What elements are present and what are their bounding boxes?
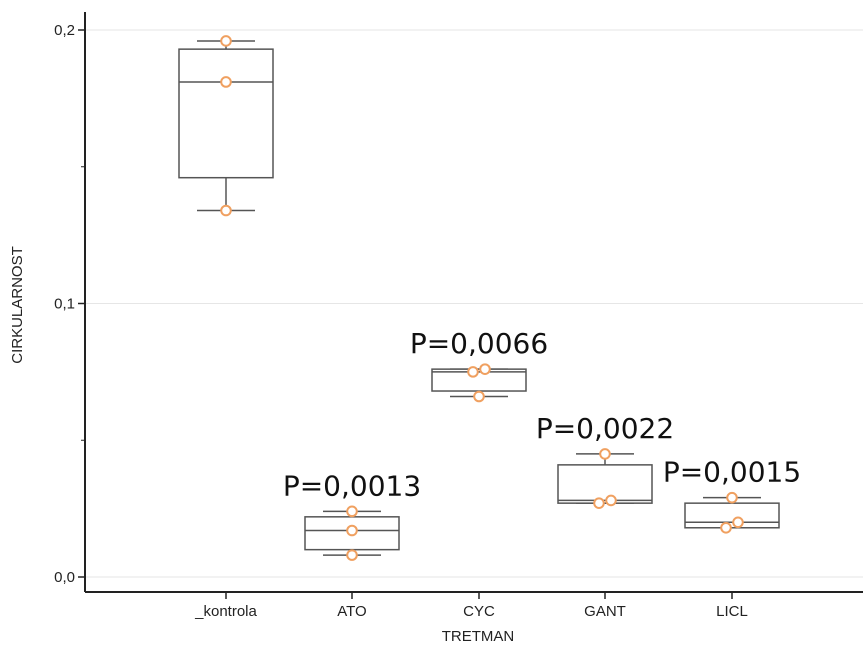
data-point	[605, 494, 617, 507]
data-point	[473, 390, 485, 403]
x-tick-label: GANT	[584, 603, 626, 620]
data-point	[479, 363, 491, 375]
labels: 0,0 0,1 0,2 _kontrola ATO CYC GANT LICL P=0,0013…	[54, 22, 801, 620]
x-tick-label: _kontrola	[194, 603, 257, 620]
data-point	[220, 204, 232, 217]
p-value-label: P=0,0022	[536, 412, 674, 445]
data-point	[593, 497, 605, 509]
box-gant	[557, 453, 653, 504]
data-point	[220, 35, 232, 47]
box-iqr	[557, 464, 653, 504]
y-tick-label: 0,2	[54, 22, 75, 39]
p-value-label: P=0,0066	[410, 327, 548, 360]
data-point	[346, 549, 358, 561]
box-kontrola	[178, 40, 274, 212]
y-axis-title: CIRKULARNOST	[9, 246, 26, 364]
data-points	[220, 35, 744, 561]
y-tick-label: 0,0	[54, 569, 75, 586]
x-tick-label: LICL	[716, 603, 748, 620]
data-point	[467, 366, 479, 378]
axes	[78, 12, 863, 599]
x-tick-label: CYC	[463, 603, 495, 620]
data-point	[726, 491, 738, 504]
box-iqr	[178, 48, 274, 179]
data-point	[220, 76, 232, 88]
gridlines	[85, 29, 863, 578]
p-value-label: P=0,0015	[663, 456, 801, 489]
box-iqr	[684, 502, 780, 529]
x-tick-label: ATO	[337, 603, 366, 620]
p-value-label: P=0,0013	[283, 469, 421, 502]
y-tick-label: 0,1	[54, 296, 75, 313]
data-point	[346, 524, 358, 537]
data-point	[732, 516, 744, 529]
data-point	[346, 505, 358, 518]
box-ato	[304, 510, 400, 556]
boxes	[178, 40, 780, 556]
x-axis-title: TRETMAN	[442, 628, 515, 645]
data-point	[599, 448, 611, 460]
data-point	[720, 521, 732, 534]
